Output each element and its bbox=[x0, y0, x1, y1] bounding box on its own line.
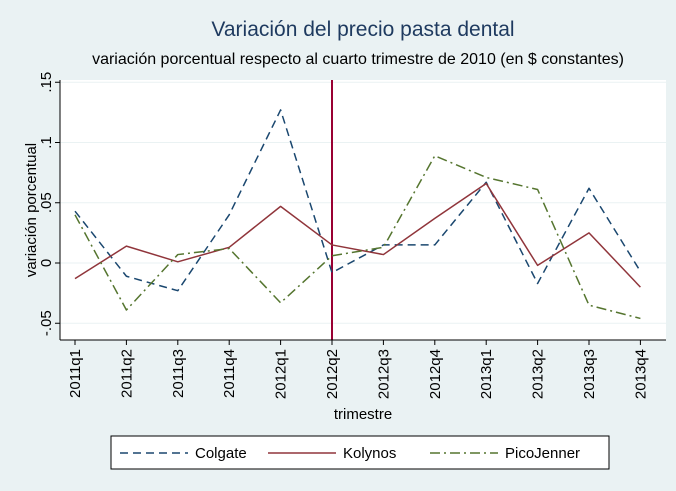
x-tick-label: 2012q4 bbox=[427, 349, 444, 399]
y-tick-label: .05 bbox=[38, 192, 55, 213]
series-line-picojenner bbox=[74, 155, 641, 320]
chart-subtitle: variación porcentual respecto al cuarto … bbox=[92, 51, 624, 68]
y-axis: -.05 0 .05 .1 .15 bbox=[38, 72, 61, 340]
x-tick-label: 2011q4 bbox=[221, 349, 238, 398]
series-line-colgate bbox=[74, 109, 642, 292]
legend-box bbox=[110, 435, 610, 470]
legend: Colgate Kolynos PicoJenner bbox=[110, 435, 610, 470]
series-line-kolynos bbox=[74, 182, 641, 288]
x-axis: 2011q1 2011q2 2011q3 2011q4 2012q1 2012q2 2012… bbox=[60, 339, 666, 399]
y-tick-label: 0 bbox=[38, 259, 55, 267]
x-tick-label: 2011q2 bbox=[118, 349, 135, 398]
x-tick-label: 2012q2 bbox=[324, 349, 341, 399]
legend-label-picojenner: PicoJenner bbox=[505, 445, 580, 462]
x-tick-label: 2012q1 bbox=[273, 349, 290, 399]
x-axis-title: trimestre bbox=[334, 406, 392, 423]
x-tick-label: 2012q3 bbox=[375, 349, 392, 399]
x-tick-label: 2011q3 bbox=[170, 349, 187, 398]
chart-title: Variación del precio pasta dental bbox=[211, 18, 514, 41]
y-tick-label: -.05 bbox=[38, 310, 55, 336]
gridlines bbox=[60, 81, 666, 324]
y-axis-title: variación porcentual bbox=[23, 143, 40, 277]
x-tick-label: 2013q4 bbox=[632, 349, 649, 399]
series-group bbox=[74, 109, 642, 320]
x-tick-label: 2013q2 bbox=[530, 349, 547, 399]
legend-label-colgate: Colgate bbox=[195, 445, 247, 462]
x-tick-label: 2013q3 bbox=[581, 349, 598, 399]
plot-area bbox=[60, 80, 666, 340]
x-tick-label: 2013q1 bbox=[478, 349, 495, 399]
y-tick-label: .1 bbox=[38, 136, 55, 149]
legend-label-kolynos: Kolynos bbox=[343, 445, 396, 462]
x-tick-label: 2011q1 bbox=[67, 349, 84, 398]
y-tick-label: .15 bbox=[38, 72, 55, 93]
